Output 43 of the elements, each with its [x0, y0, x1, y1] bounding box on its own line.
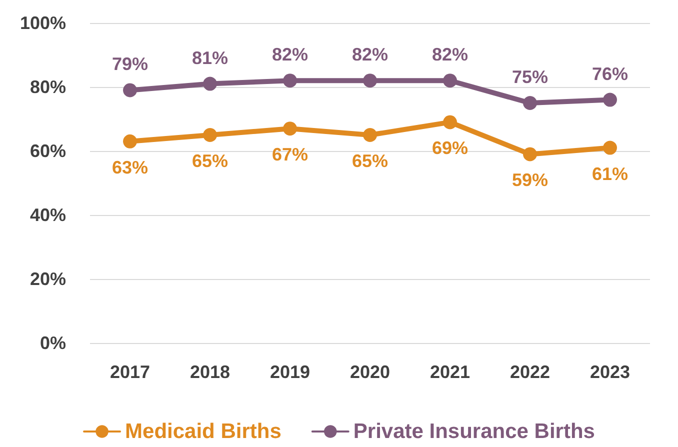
point [123, 83, 137, 98]
y-tick-label: 100% [20, 13, 66, 33]
x-tick-label: 2021 [430, 362, 470, 382]
data-label: 61% [592, 164, 628, 184]
data-label: 65% [192, 151, 228, 171]
x-tick-label: 2023 [590, 362, 630, 382]
point [603, 140, 617, 155]
point [443, 115, 457, 130]
data-label: 63% [112, 157, 148, 178]
data-label: 76% [592, 64, 628, 84]
x-tick-label: 2019 [270, 362, 310, 382]
point [123, 134, 137, 148]
legend-label: Medicaid Births [125, 420, 282, 443]
point [363, 128, 377, 142]
x-tick-label: 2018 [190, 362, 230, 382]
point [203, 76, 217, 91]
point [283, 74, 297, 88]
y-tick-label: 80% [30, 77, 66, 97]
x-tick-label: 2022 [510, 362, 550, 382]
x-tick-label: 2017 [110, 362, 150, 382]
legend-label: Private Insurance Births [353, 420, 595, 443]
y-tick-label: 20% [30, 269, 66, 289]
point [283, 122, 297, 136]
data-label: 67% [272, 144, 308, 165]
data-label: 79% [112, 54, 148, 74]
point [603, 92, 617, 107]
point [363, 74, 377, 88]
x-tick-label: 2020 [350, 362, 390, 382]
data-label: 81% [192, 48, 228, 68]
data-label: 82% [272, 44, 308, 65]
data-label: 69% [432, 138, 468, 158]
point [203, 128, 217, 142]
point [523, 96, 537, 110]
data-label: 82% [432, 44, 468, 65]
data-label: 59% [512, 170, 548, 190]
data-label: 65% [352, 151, 388, 171]
point [523, 147, 537, 162]
point [443, 74, 457, 88]
data-label: 75% [512, 67, 548, 87]
y-tick-label: 40% [30, 205, 66, 225]
y-tick-label: 60% [30, 141, 66, 161]
data-label: 82% [352, 44, 388, 65]
y-tick-label: 0% [40, 333, 66, 353]
